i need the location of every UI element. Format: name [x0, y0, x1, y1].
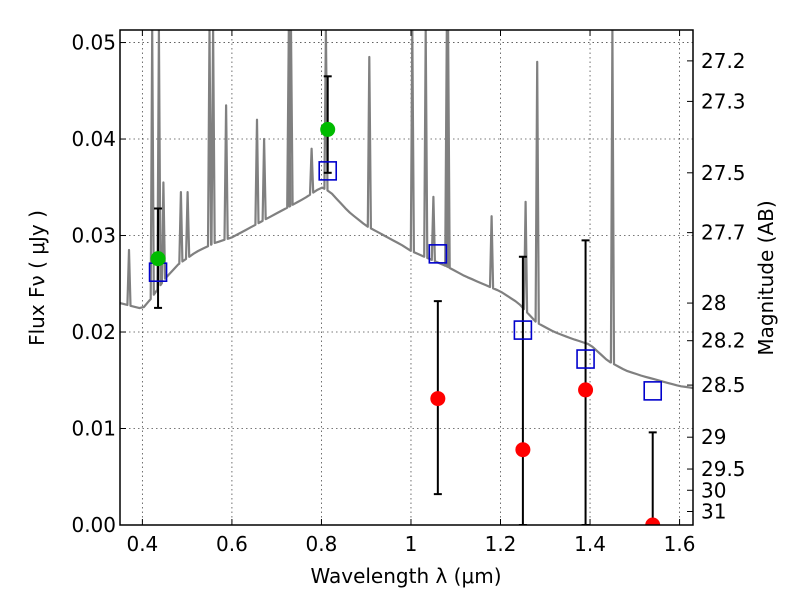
synthetic-photometry-point — [643, 381, 663, 401]
synthetic-photometry-point — [513, 320, 533, 340]
y2-axis-label: Magnitude (AB) — [754, 200, 778, 355]
upper-limit-point — [515, 442, 531, 458]
mag-tick-label: 27.3 — [701, 89, 746, 113]
plot-frame — [119, 29, 694, 526]
y-tick-label: 0.04 — [71, 127, 116, 151]
mag-tick-label: 30 — [701, 478, 726, 502]
model-spectrum — [120, 30, 693, 390]
x-tick-label: 1.6 — [664, 532, 696, 556]
x-tick-label: 0.4 — [126, 532, 158, 556]
x-axis-label: Wavelength λ (μm) — [310, 564, 501, 588]
mag-tick-label: 27.7 — [701, 221, 746, 245]
x-tick-label: 1.2 — [485, 532, 517, 556]
grid-lines — [120, 30, 693, 526]
y-tick-label: 0.01 — [71, 417, 116, 441]
y-tick-label: 0.02 — [71, 320, 116, 344]
error-bar — [518, 255, 527, 525]
x-tick-label: 1.4 — [574, 532, 606, 556]
x-tick-label: 0.8 — [306, 532, 338, 556]
y-tick-label: 0.05 — [71, 31, 116, 55]
mag-tick-label: 29.5 — [701, 457, 746, 481]
error-bar — [648, 431, 657, 525]
mag-tick-label: 27.5 — [701, 161, 746, 185]
y-axis-label: Flux Fν ( μJy ) — [25, 210, 49, 346]
upper-limit-point — [578, 382, 594, 398]
y-tick-label: 0.00 — [71, 513, 116, 537]
synthetic-photometry-point — [576, 349, 595, 369]
mag-tick-label: 28.2 — [701, 329, 746, 353]
synthetic-photometry-point — [428, 244, 448, 264]
mag-tick-label: 28.5 — [701, 373, 746, 397]
mag-tick-label: 28 — [701, 291, 726, 315]
upper-limit-point — [430, 391, 446, 407]
detection-point — [320, 121, 336, 137]
x-tick-label: 0.6 — [216, 532, 248, 556]
mag-tick-label: 29 — [701, 425, 726, 449]
mag-tick-label: 31 — [701, 499, 726, 523]
mag-tick-label: 27.2 — [701, 49, 746, 73]
upper-limit-point — [645, 517, 661, 525]
axis-ticks: 0.4 0.6 0.8 1 1.2 1.4 1.6 0.00 0.01 0.02 0.03 0.04 0… — [71, 30, 746, 556]
detection-point — [150, 251, 166, 267]
model-spectrum-line — [120, 30, 693, 390]
photometry-markers — [148, 75, 663, 525]
y-tick-label: 0.03 — [71, 224, 116, 248]
synthetic-photometry-point — [318, 161, 338, 181]
x-tick-label: 1 — [405, 532, 418, 556]
